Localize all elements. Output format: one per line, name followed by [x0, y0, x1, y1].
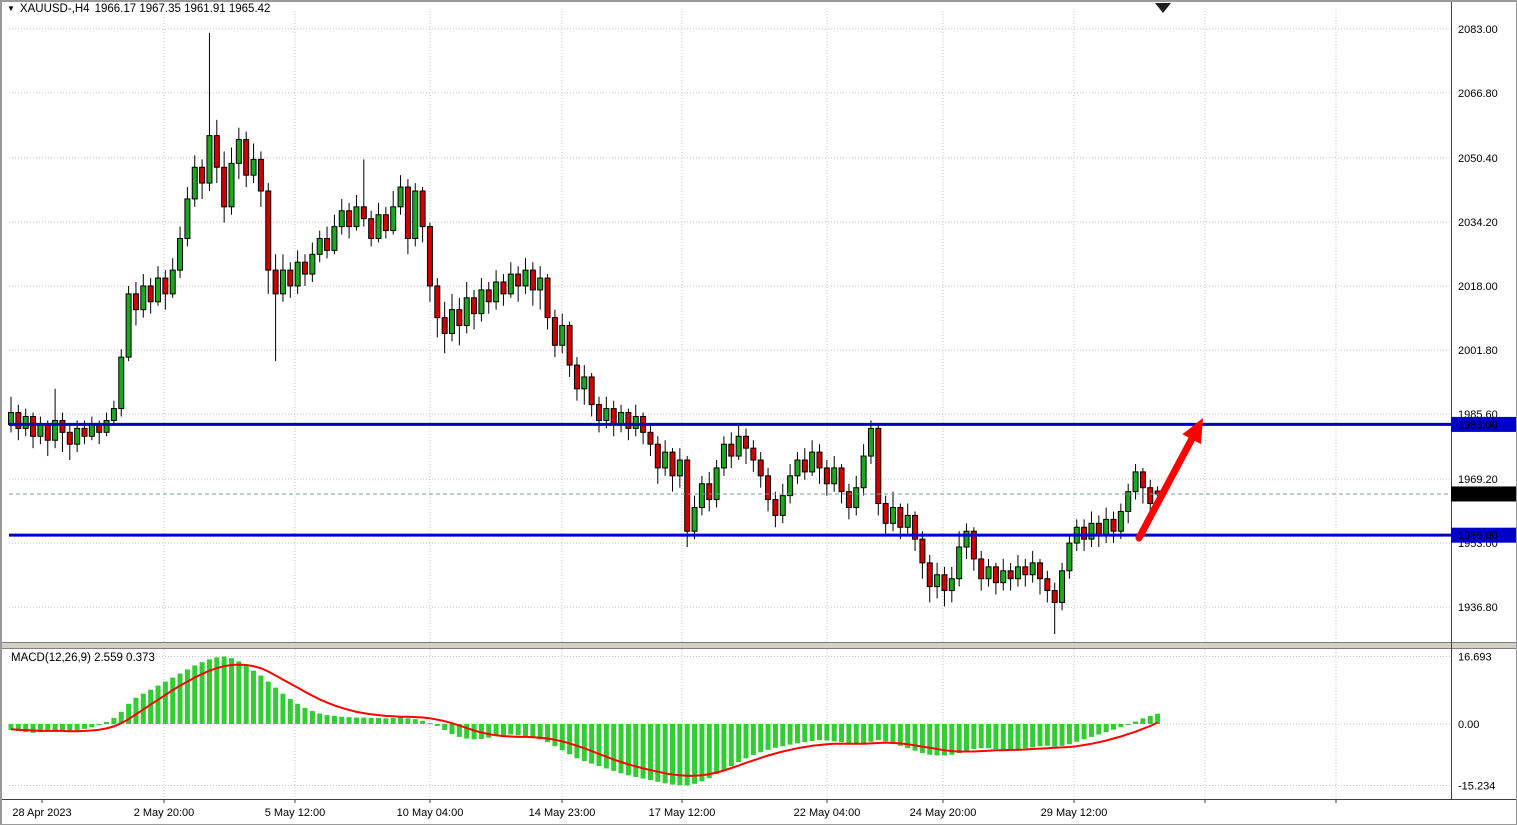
svg-text:-15.234: -15.234 [1458, 781, 1495, 793]
time-axis[interactable]: 28 Apr 2023 2 May 20:00 5 May 12:00 10 May … [12, 799, 1337, 819]
price-badge[interactable]: 1955.00 [1451, 527, 1517, 543]
svg-text:2083.00: 2083.00 [1458, 24, 1498, 36]
ohlc-values: 1966.17 1967.35 1961.91 1965.42 [94, 3, 271, 15]
svg-text:22 May 04:00: 22 May 04:00 [794, 807, 861, 819]
candles [8, 32, 1161, 635]
price-axis[interactable]: 2083.00 2066.80 2050.40 2034.20 2018.00 2001.… [1458, 24, 1498, 793]
svg-text:5 May 12:00: 5 May 12:00 [265, 807, 326, 819]
svg-text:1965.42: 1965.42 [1458, 489, 1498, 501]
svg-text:14 May 23:00: 14 May 23:00 [529, 807, 596, 819]
trend-arrow[interactable] [1135, 418, 1203, 542]
price-badge[interactable]: 1983.00 [1451, 416, 1517, 432]
svg-text:1936.80: 1936.80 [1458, 602, 1498, 614]
svg-text:2018.00: 2018.00 [1458, 281, 1498, 293]
symbol-marker-icon: ▼ [7, 4, 15, 13]
svg-text:17 May 12:00: 17 May 12:00 [649, 807, 716, 819]
macd-signal-line [10, 663, 1159, 777]
symbol-timeframe-label: XAUUSD-,H4 [19, 3, 90, 15]
svg-text:0.00: 0.00 [1458, 719, 1479, 731]
svg-text:29 May 12:00: 29 May 12:00 [1041, 807, 1108, 819]
svg-text:2034.20: 2034.20 [1458, 217, 1498, 229]
svg-text:1983.00: 1983.00 [1458, 419, 1498, 431]
svg-text:2 May 20:00: 2 May 20:00 [134, 807, 195, 819]
shift-marker-icon [1155, 3, 1171, 13]
svg-text:2066.80: 2066.80 [1458, 88, 1498, 100]
svg-text:24 May 20:00: 24 May 20:00 [910, 807, 977, 819]
grid [9, 11, 1451, 799]
svg-text:1955.00: 1955.00 [1458, 530, 1498, 542]
svg-text:2001.80: 2001.80 [1458, 345, 1498, 357]
svg-text:28 Apr 2023: 28 Apr 2023 [12, 807, 71, 819]
svg-text:1969.20: 1969.20 [1458, 474, 1498, 486]
price-badge[interactable]: 1965.42 [1451, 486, 1517, 502]
svg-text:2050.40: 2050.40 [1458, 153, 1498, 165]
panel-divider[interactable] [1, 642, 1517, 649]
symbol-info-bar: ▼ XAUUSD-,H4 1966.17 1967.35 1961.91 196… [7, 3, 270, 15]
svg-text:10 May 04:00: 10 May 04:00 [397, 807, 464, 819]
svg-text:16.693: 16.693 [1458, 652, 1492, 664]
macd-indicator-label: MACD(12,26,9) 2.559 0.373 [11, 652, 155, 664]
